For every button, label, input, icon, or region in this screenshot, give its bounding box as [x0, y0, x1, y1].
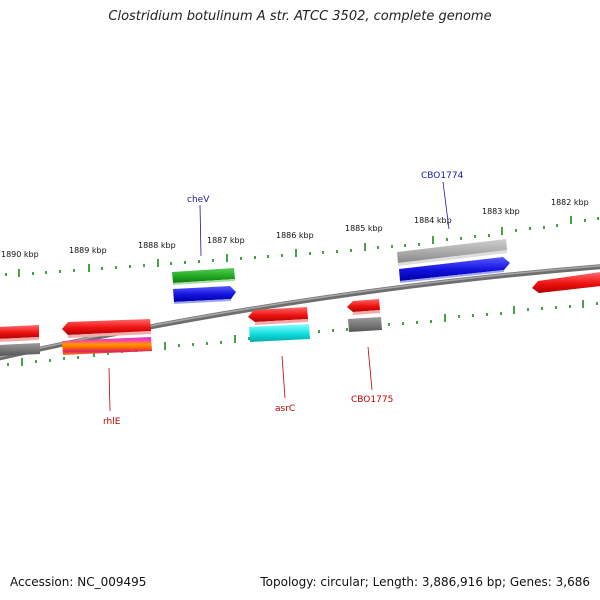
chromosome-backbone-highlight	[0, 265, 600, 358]
gene-arrow-cbo1774[interactable]	[397, 239, 507, 263]
gene-arrow-cbo1775[interactable]	[348, 317, 382, 332]
gene-arrow-asrc-red[interactable]	[248, 307, 308, 322]
gene-arrow-blue-1-shadow	[174, 299, 231, 304]
scale-label: 1888 kbp	[138, 241, 176, 250]
leader-cbo1774	[442, 181, 450, 230]
gene-label-asrc[interactable]: asrC	[275, 404, 295, 414]
gene-label-rhle[interactable]: rhlE	[103, 417, 121, 427]
leader-asrc	[281, 355, 286, 399]
scale-label: 1885 kbp	[345, 224, 383, 233]
gene-arrow-rhle[interactable]	[62, 319, 151, 335]
scale-label: 1890 kbp	[1, 250, 39, 259]
map-title: Clostridium botulinum A str. ATCC 3502, …	[108, 9, 492, 24]
gene-arrow-asrc-red-shadow	[255, 319, 308, 325]
gene-arrow-cbo1774-shadow	[398, 250, 507, 266]
gene-arrow-cbo1775-red-shadow	[353, 310, 380, 315]
gene-arrow-multi[interactable]	[62, 337, 152, 355]
gene-arrow-blue-2-shadow	[400, 270, 504, 283]
reverse-strand-genes	[0, 272, 600, 356]
scale-label: 1882 kbp	[551, 198, 589, 207]
gene-label-group: cheV CBO1774 rhlE asrC CBO1775	[103, 171, 464, 427]
scale-label: 1889 kbp	[69, 246, 107, 255]
forward-strand-genes	[172, 239, 510, 304]
leader-rhle	[108, 367, 111, 412]
gene-arrow-red-right[interactable]	[532, 272, 600, 293]
scale-labels: 1890 kbp 1889 kbp 1888 kbp 1887 kbp 1886…	[1, 198, 589, 259]
topology-text: Topology: circular; Length: 3,886,916 bp…	[260, 575, 590, 589]
scale-ruler-upper	[5, 216, 599, 277]
leader-chev	[199, 204, 202, 257]
gene-arrow-chev-shadow	[173, 279, 235, 285]
gene-arrow-red-left-shadow	[0, 337, 39, 342]
gene-arrow-blue-2[interactable]	[399, 257, 510, 281]
gene-arrow-cbo1775-red[interactable]	[347, 299, 380, 312]
gene-label-chev[interactable]: cheV	[187, 195, 210, 205]
gene-arrow-grey-left[interactable]	[0, 343, 40, 356]
scale-label: 1886 kbp	[276, 231, 314, 240]
gene-arrow-chev[interactable]	[172, 268, 235, 283]
scale-label: 1884 kbp	[414, 216, 452, 225]
gene-label-cbo1774[interactable]: CBO1774	[421, 171, 464, 181]
scale-label: 1887 kbp	[207, 236, 245, 245]
label-leaders	[108, 181, 450, 412]
gene-arrow-asrc[interactable]	[249, 324, 310, 342]
gene-arrow-rhle-shadow	[68, 331, 151, 338]
gene-arrow-red-left[interactable]	[0, 325, 39, 339]
scale-label: 1883 kbp	[482, 207, 520, 216]
gene-arrow-blue-1[interactable]	[173, 286, 236, 302]
gene-label-cbo1775[interactable]: CBO1775	[351, 395, 393, 405]
accession-text: Accession: NC_009495	[10, 575, 147, 589]
leader-cbo1775	[367, 346, 373, 391]
